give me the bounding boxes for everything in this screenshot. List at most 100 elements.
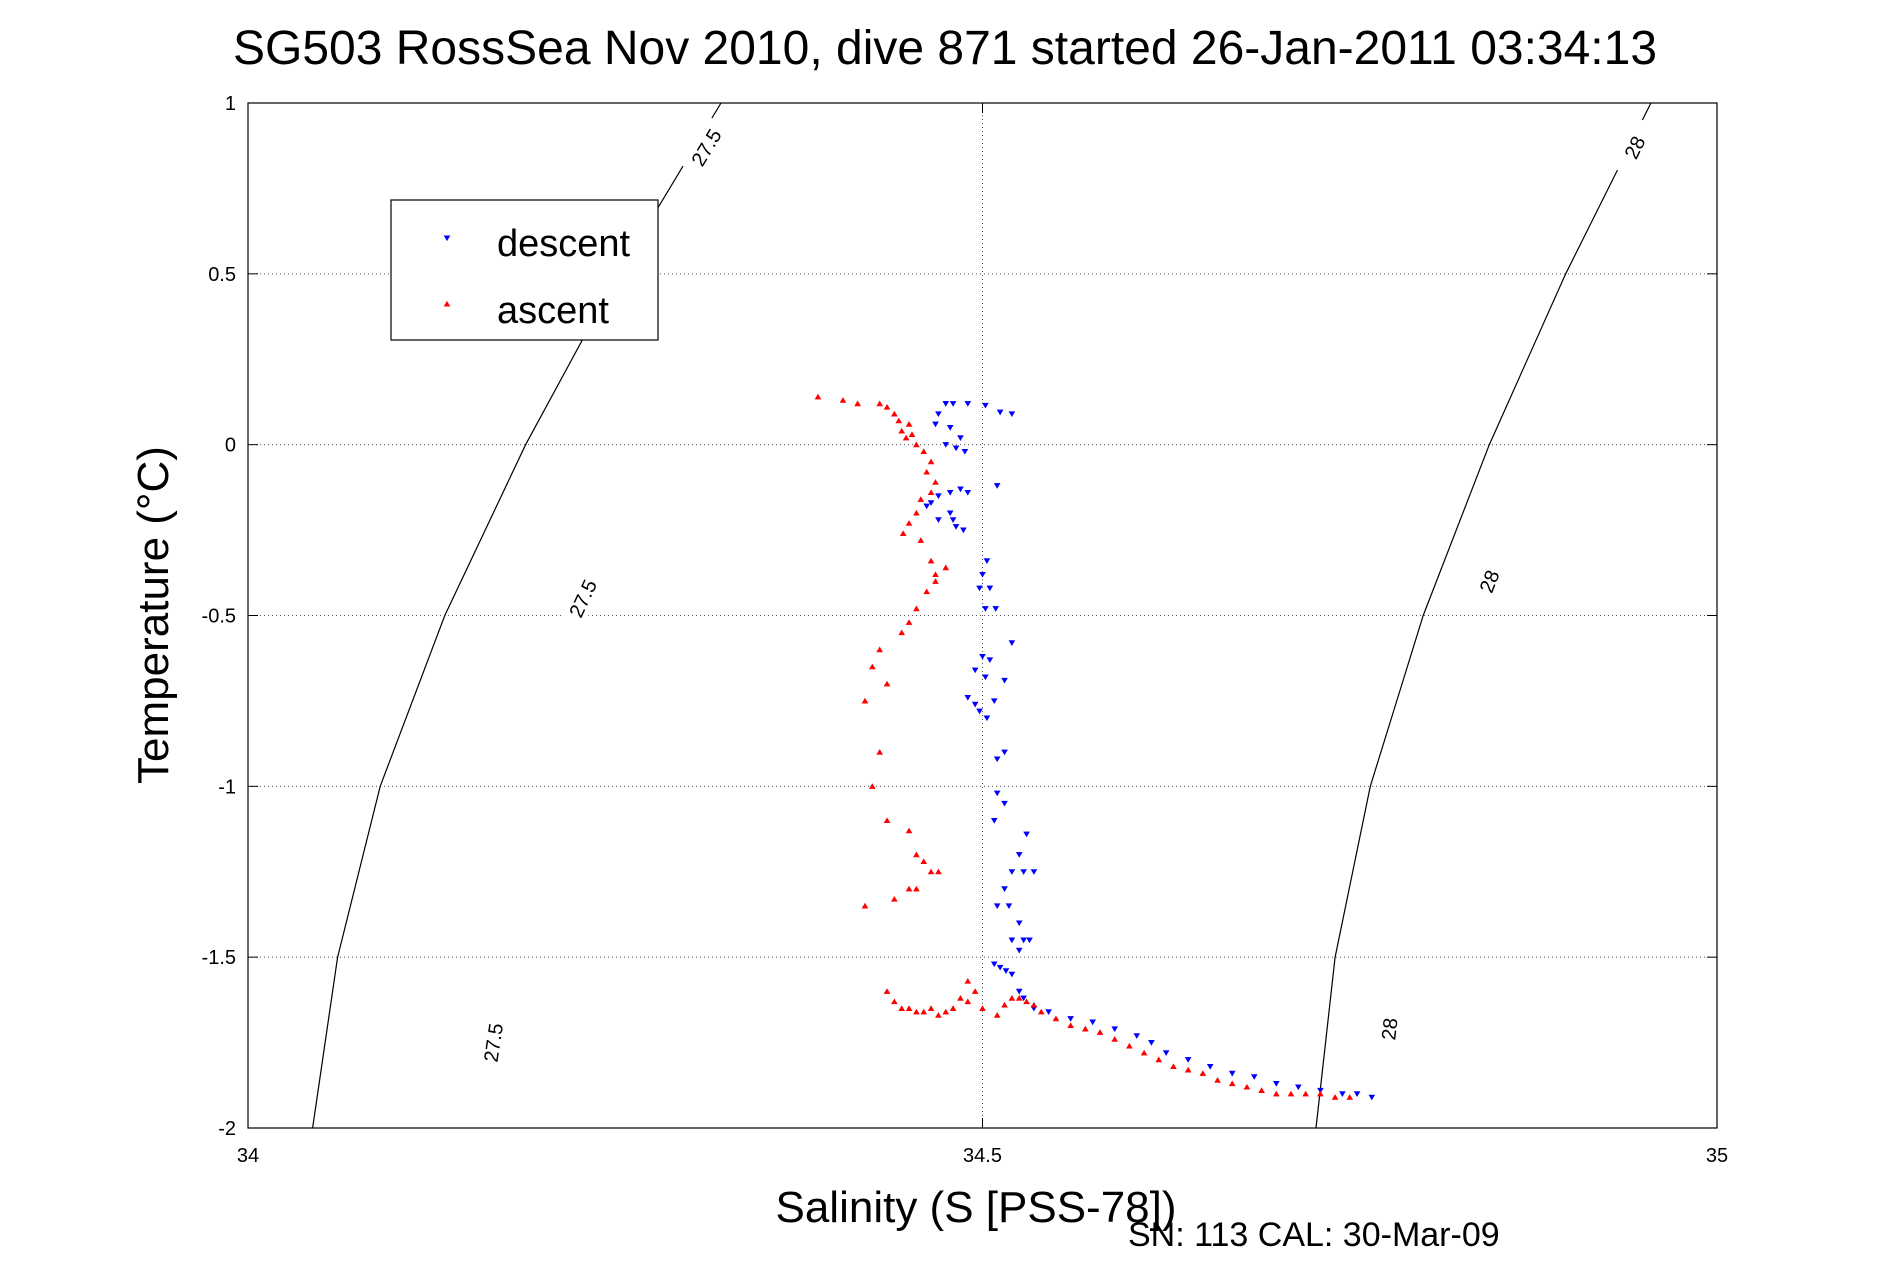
descent-point xyxy=(1023,831,1030,838)
descent-point xyxy=(935,517,942,523)
ascent-point xyxy=(1331,1094,1339,1100)
ascent-point xyxy=(935,1012,942,1018)
ascent-point xyxy=(1155,1056,1163,1063)
ascent-point xyxy=(883,403,891,410)
ascent-point xyxy=(1037,1008,1045,1015)
descent-point xyxy=(1148,1040,1155,1046)
ascent-point xyxy=(905,885,913,892)
descent-point xyxy=(992,606,1000,612)
descent-point xyxy=(1067,1016,1074,1022)
ascent-point xyxy=(964,998,972,1005)
descent-point xyxy=(932,421,939,428)
ascent-point xyxy=(1272,1090,1280,1097)
ascent-point xyxy=(899,530,907,537)
descent-point xyxy=(1020,937,1027,944)
contour-label-bg xyxy=(1374,999,1405,1059)
ascent-point xyxy=(949,1005,957,1011)
ascent-point xyxy=(883,680,891,687)
legend-box xyxy=(390,199,659,341)
legend-label-descent: descent xyxy=(497,223,631,265)
descent-point xyxy=(993,903,1001,910)
ascent-point xyxy=(891,410,898,417)
ascent-point xyxy=(913,851,920,858)
ascent-point xyxy=(898,427,906,434)
descent-point xyxy=(986,657,994,664)
ascent-point xyxy=(913,441,920,448)
descent-point xyxy=(964,489,972,496)
ascent-point xyxy=(1170,1063,1177,1070)
chart-title: SG503 RossSea Nov 2010, dive 871 started… xyxy=(233,22,1657,75)
descent-point xyxy=(1001,749,1008,756)
descent-point xyxy=(1008,869,1016,875)
ascent-point xyxy=(942,1008,950,1015)
descent-point xyxy=(1045,1009,1052,1015)
descent-point xyxy=(946,510,954,517)
legend: descent ascent xyxy=(390,199,659,341)
descent-point xyxy=(1339,1091,1346,1097)
descent-point xyxy=(1272,1081,1280,1087)
descent-point xyxy=(971,667,979,674)
ascent-point xyxy=(993,1012,1001,1018)
ascent-point xyxy=(861,902,869,909)
ascent-point xyxy=(869,783,876,789)
descent-point xyxy=(1008,937,1016,944)
ascent-point xyxy=(1126,1042,1133,1049)
descent-point xyxy=(1001,677,1008,684)
ascent-point xyxy=(876,749,883,755)
ascent-point xyxy=(913,605,920,612)
ascent-point xyxy=(917,496,925,502)
ascent-point xyxy=(908,431,916,437)
ascent-point xyxy=(927,1005,935,1011)
contour-label: 27.5 xyxy=(481,1022,508,1064)
contour-label-bg xyxy=(560,567,606,629)
ascent-point xyxy=(905,827,913,834)
descent-point xyxy=(1015,920,1023,927)
y-tick-label: -2 xyxy=(218,1118,236,1140)
descent-point xyxy=(923,503,931,510)
ascent-point xyxy=(923,468,931,475)
legend-marker-symbol xyxy=(443,235,451,242)
ascent-point xyxy=(1140,1049,1148,1056)
ascent-point xyxy=(895,417,903,424)
density-contour-line xyxy=(1315,102,1652,1129)
descent-point xyxy=(982,402,989,409)
y-tick-label: -1 xyxy=(218,776,236,798)
ascent-point xyxy=(1082,1025,1089,1032)
descent-point xyxy=(979,571,986,578)
ascent-point xyxy=(927,489,935,496)
descent-point xyxy=(1008,411,1016,418)
descent-point xyxy=(976,585,983,592)
descent-point xyxy=(1295,1084,1302,1091)
ascent-point xyxy=(927,557,935,564)
ascent-point xyxy=(1228,1080,1236,1087)
ascent-point xyxy=(1184,1066,1192,1073)
descent-point xyxy=(1133,1033,1141,1039)
descent-point xyxy=(1228,1070,1236,1077)
ascent-point xyxy=(1199,1070,1207,1076)
ascent-point xyxy=(920,1008,928,1015)
descent-point xyxy=(927,500,935,506)
descent-point xyxy=(946,489,954,496)
ascent-point xyxy=(957,995,964,1001)
ascent-point xyxy=(902,434,910,441)
ascent-point xyxy=(932,578,939,584)
descent-point xyxy=(1002,968,1010,974)
ascent-point xyxy=(905,520,913,526)
instrument-footer: SN: 113 CAL: 30-Mar-09 xyxy=(1128,1216,1500,1254)
descent-point xyxy=(979,653,986,660)
y-axis-label: Temperature (°C) xyxy=(129,446,178,784)
ascent-point xyxy=(964,977,972,984)
descent-point xyxy=(1001,800,1008,807)
descent-point xyxy=(971,701,979,708)
descent-point xyxy=(1184,1057,1192,1063)
x-axis-label: Salinity (S [PSS-78]) xyxy=(775,1183,1176,1232)
ascent-point xyxy=(920,448,928,455)
ascent-point xyxy=(891,895,898,902)
ascent-point xyxy=(854,400,861,407)
descent-point xyxy=(1008,640,1016,646)
descent-point xyxy=(976,708,983,715)
ascent-point xyxy=(869,663,876,670)
ascent-point xyxy=(883,988,891,994)
descent-point xyxy=(1089,1019,1096,1026)
